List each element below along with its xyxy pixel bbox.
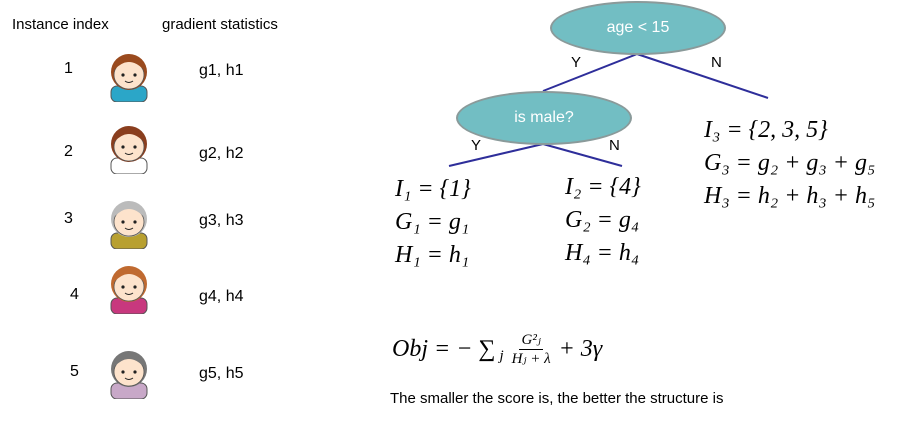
grandfather-avatar-icon xyxy=(110,201,148,249)
instance-index: 3 xyxy=(64,210,73,227)
root-yes-label: Y xyxy=(571,54,582,71)
leaf-1-h: H₁ = h₁ xyxy=(395,242,470,268)
leaf-2-h: H₄ = h₄ xyxy=(565,240,640,266)
child-no-label: N xyxy=(609,137,620,154)
edge-root-no xyxy=(636,53,769,99)
objective-fraction: G²ⱼ Hⱼ + λ xyxy=(512,331,551,368)
edge-child-no xyxy=(542,143,623,167)
instance-index: 1 xyxy=(64,60,73,77)
leaf-3-h: H₃ = h₂ + h₃ + h₅ xyxy=(704,183,876,209)
leaf-1-set: I₁ = {1} xyxy=(395,176,471,202)
gradient-stats: g5, h5 xyxy=(199,365,244,382)
root-no-label: N xyxy=(711,54,722,71)
leaf-3-set: I₃ = {2, 3, 5} xyxy=(704,117,828,143)
leaf-1-g: G₁ = g₁ xyxy=(395,209,470,235)
leaf-3: I₃ = {2, 3, 5} G₃ = g₂ + g₃ + g₅ H₃ = h₂… xyxy=(704,114,875,213)
objective-lhs: Obj = − ∑ xyxy=(392,336,496,362)
edge-child-yes xyxy=(448,143,544,167)
leaf-2-set: I₂ = {4} xyxy=(565,174,641,200)
objective-formula: Obj = − ∑ j G²ⱼ Hⱼ + λ + 3γ xyxy=(392,326,602,373)
objective-rhs: + 3γ xyxy=(558,336,603,362)
objective-denominator: Hⱼ + λ xyxy=(511,351,551,367)
instance-index: 2 xyxy=(64,143,73,160)
edge-root-yes xyxy=(542,53,638,92)
root-node-label: age < 15 xyxy=(606,19,670,36)
girl-braids-avatar-icon xyxy=(110,126,148,174)
root-node: age < 15 xyxy=(550,1,726,55)
gradient-stats: g4, h4 xyxy=(199,288,244,305)
child-node-label: is male? xyxy=(514,109,574,126)
leaf-2-g: G₂ = g₄ xyxy=(565,207,640,233)
gradient-stats: g1, h1 xyxy=(199,62,244,79)
objective-numerator: G²ⱼ xyxy=(519,332,543,350)
child-yes-label: Y xyxy=(471,137,482,154)
leaf-2: I₂ = {4} G₂ = g₄ H₄ = h₄ xyxy=(565,171,641,270)
caption: The smaller the score is, the better the… xyxy=(390,390,724,407)
leaf-1: I₁ = {1} G₁ = g₁ H₁ = h₁ xyxy=(395,173,471,272)
gradient-stats: g3, h3 xyxy=(199,212,244,229)
instance-index: 5 xyxy=(70,363,79,380)
boy-avatar-icon xyxy=(110,54,148,102)
objective-sum-index: j xyxy=(499,348,504,364)
instance-index-header: Instance index xyxy=(12,16,109,33)
girl-ponytail-avatar-icon xyxy=(110,266,148,314)
gradient-statistics-header: gradient statistics xyxy=(162,16,278,33)
leaf-3-g: G₃ = g₂ + g₃ + g₅ xyxy=(704,150,876,176)
grandmother-avatar-icon xyxy=(110,351,148,399)
gradient-stats: g2, h2 xyxy=(199,145,244,162)
instance-index: 4 xyxy=(70,286,79,303)
child-node: is male? xyxy=(456,91,632,145)
